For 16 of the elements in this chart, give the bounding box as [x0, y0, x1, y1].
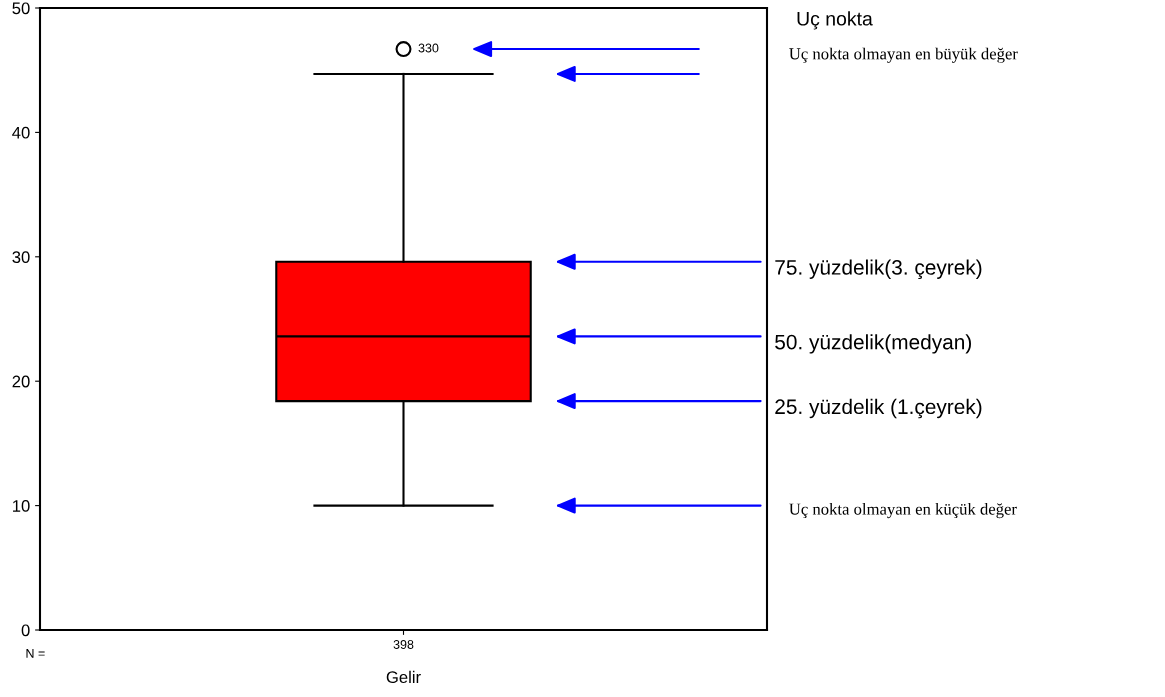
y-tick-label: 50: [12, 2, 30, 15]
y-tick-label: 20: [12, 375, 30, 388]
text: Uç nokta olmayan en küçük değer: [789, 503, 1017, 519]
text: N =: [26, 649, 45, 658]
annotation: 330: [418, 43, 439, 53]
y-tick-label: 30: [12, 251, 30, 263]
text: 50. yüzdelik(medyan): [775, 334, 971, 354]
y-tick-label: 0: [21, 624, 30, 637]
y-tick-label: 10: [13, 500, 30, 512]
text: 75. yüzdelik(3. çeyrek): [775, 259, 982, 279]
text: Uç nokta: [797, 11, 873, 30]
y-tick-label: 40: [12, 126, 30, 139]
x-axis-title: Gelir: [386, 670, 421, 684]
text: Uç nokta olmayan en büyük değer: [789, 47, 1018, 63]
text: 25. yüzdelik (1.çeyrek): [775, 398, 982, 419]
x-tick-label: 398: [393, 640, 414, 649]
